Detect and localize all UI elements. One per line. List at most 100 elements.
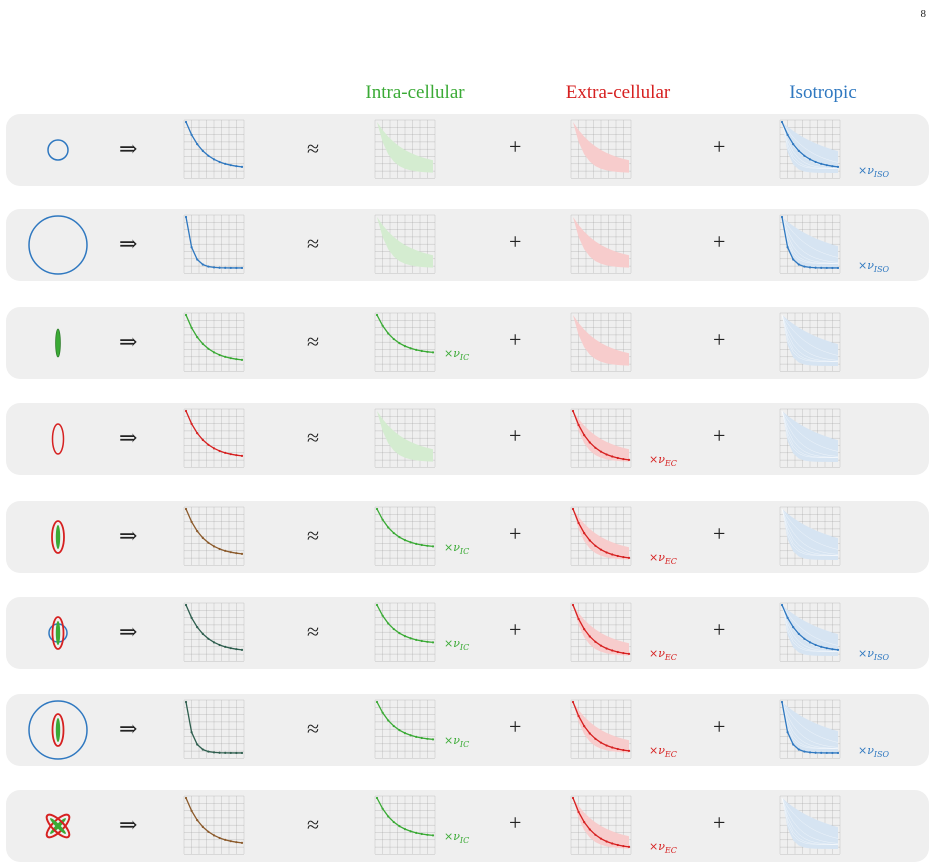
iso-curve (779, 506, 841, 566)
iso-curve (779, 795, 841, 855)
signal-curve (183, 506, 245, 566)
plus-symbol: + (509, 617, 522, 642)
intra-curve (374, 312, 436, 372)
plus-symbol: + (713, 134, 726, 159)
thin-stick-icon (55, 328, 61, 358)
signal-curve (183, 312, 245, 372)
diagram-row: ⇒ ≈ + ×νEC + (6, 403, 929, 475)
iso-curve (779, 699, 841, 759)
intra-cellular-plot (373, 118, 437, 185)
intra-cellular-plot (373, 213, 437, 280)
ellipse-stick-icon (51, 520, 65, 554)
fiber-configuration (26, 213, 90, 282)
plus-symbol: + (509, 521, 522, 546)
extra-curve (570, 602, 632, 662)
approx-symbol: ≈ (307, 812, 320, 837)
implies-symbol: ⇒ (119, 329, 138, 354)
plus-symbol: + (509, 327, 522, 352)
isotropic-plot (778, 118, 842, 185)
crossed-icon (45, 813, 71, 839)
ec-fraction-label: ×νEC (649, 840, 677, 856)
intra-curve (374, 408, 436, 468)
extra-cellular-plot (569, 698, 633, 765)
plus-symbol: + (713, 229, 726, 254)
ic-fraction-label: ×νIC (444, 830, 470, 846)
plus-symbol: + (713, 327, 726, 352)
iso-curve (779, 312, 841, 372)
signal-plot (182, 698, 246, 765)
extra-cellular-plot (569, 118, 633, 185)
extra-cellular-plot (569, 794, 633, 861)
approx-symbol: ≈ (307, 425, 320, 450)
fiber-configuration (26, 794, 90, 863)
header-extra-cellular: Extra-cellular (565, 82, 671, 103)
fiber-configuration (26, 407, 90, 476)
signal-curve (183, 408, 245, 468)
extra-cellular-plot (569, 311, 633, 378)
extra-cellular-plot (569, 407, 633, 474)
approx-symbol: ≈ (307, 619, 320, 644)
isotropic-plot (778, 213, 842, 280)
diagram-row: ⇒ ≈ ×νIC + ×νEC + ×νISO (6, 694, 929, 766)
iso-fraction-label: ×νISO (858, 259, 890, 275)
iso-curve (779, 408, 841, 468)
intra-curve (374, 119, 436, 179)
signal-curve (183, 795, 245, 855)
approx-symbol: ≈ (307, 231, 320, 256)
fiber-configuration (26, 311, 90, 380)
plus-symbol: + (713, 714, 726, 739)
intra-curve (374, 214, 436, 274)
fiber-configuration (26, 118, 90, 187)
signal-plot (182, 794, 246, 861)
plus-symbol: + (713, 423, 726, 448)
signal-plot (182, 213, 246, 280)
iso-fraction-label: ×νISO (858, 164, 890, 180)
fiber-configuration (26, 505, 90, 574)
ellipse-icon (51, 423, 65, 455)
plus-symbol: + (713, 521, 726, 546)
diagram-row: ⇒ ≈ ×νIC + + (6, 307, 929, 379)
iso-fraction-label: ×νISO (858, 744, 890, 760)
header-isotropic: Isotropic (789, 82, 857, 103)
page-number: 8 (920, 8, 927, 20)
implies-symbol: ⇒ (119, 523, 138, 548)
intra-curve (374, 699, 436, 759)
signal-plot (182, 505, 246, 572)
implies-symbol: ⇒ (119, 425, 138, 450)
plus-symbol: + (509, 810, 522, 835)
extra-curve (570, 506, 632, 566)
fiber-configuration (26, 698, 90, 767)
diagram-row: ⇒ ≈ + + ×νISO (6, 209, 929, 281)
iso-curve (779, 602, 841, 662)
header-intra-cellular: Intra-cellular (365, 82, 465, 103)
extra-curve (570, 214, 632, 274)
ic-fraction-label: ×νIC (444, 541, 470, 557)
intra-cellular-plot (373, 407, 437, 474)
ec-fraction-label: ×νEC (649, 744, 677, 760)
extra-curve (570, 119, 632, 179)
intra-curve (374, 795, 436, 855)
signal-plot (182, 118, 246, 185)
isotropic-plot (778, 505, 842, 572)
implies-symbol: ⇒ (119, 716, 138, 741)
plus-symbol: + (509, 229, 522, 254)
ec-fraction-label: ×νEC (649, 551, 677, 567)
intra-cellular-plot (373, 505, 437, 572)
diagram-row: ⇒ ≈ + + ×νISO (6, 114, 929, 186)
isotropic-plot (778, 698, 842, 765)
implies-symbol: ⇒ (119, 619, 138, 644)
plus-symbol: + (509, 134, 522, 159)
iso-fraction-label: ×νISO (858, 647, 890, 663)
plus-symbol: + (713, 617, 726, 642)
diagram-row: ⇒ ≈ ×νIC + ×νEC + (6, 790, 929, 862)
implies-symbol: ⇒ (119, 136, 138, 161)
intra-cellular-plot (373, 794, 437, 861)
intra-curve (374, 602, 436, 662)
signal-curve (183, 119, 245, 179)
implies-symbol: ⇒ (119, 812, 138, 837)
signal-curve (183, 602, 245, 662)
implies-symbol: ⇒ (119, 231, 138, 256)
intra-cellular-plot (373, 698, 437, 765)
large-circle-icon (28, 215, 88, 275)
intra-cellular-plot (373, 311, 437, 378)
